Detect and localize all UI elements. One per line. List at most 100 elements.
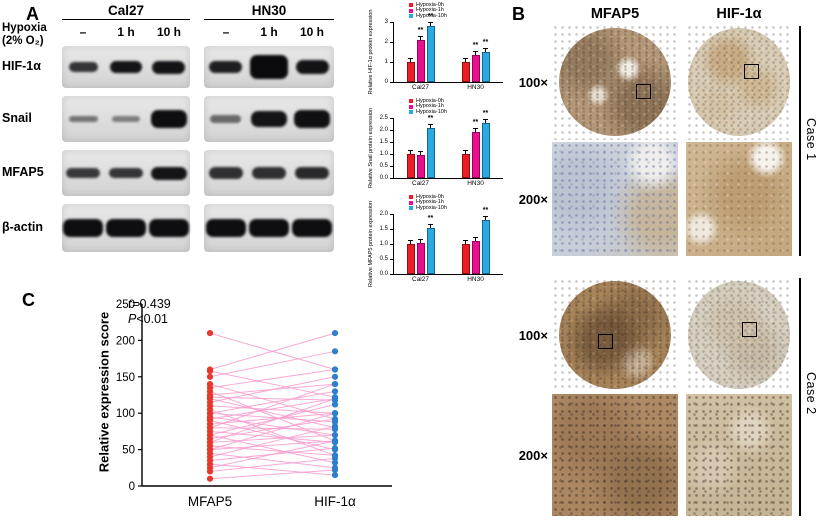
lane-label-hn30-1h: 1 h: [260, 25, 278, 39]
western-blot-mfap5-cal27: [62, 150, 190, 196]
roi-box: [636, 84, 651, 99]
y-tick-label: 1.5: [379, 138, 388, 145]
y-tick-label: 2.0: [379, 210, 388, 217]
y-tick: [390, 22, 393, 23]
y-axis: [393, 22, 394, 82]
y-axis: [393, 118, 394, 178]
category-label: Cal27: [412, 276, 429, 283]
protein-band: [205, 219, 246, 237]
p-threshold: <0.01: [136, 312, 168, 326]
protein-band: [294, 110, 331, 128]
error-bar-cap: [428, 223, 433, 225]
protein-band: [111, 116, 141, 122]
magnification-label-case2-200x: 200×: [518, 448, 548, 463]
x-axis: [393, 274, 503, 275]
legend-swatch: [409, 3, 413, 7]
category-label: HN30: [467, 84, 484, 91]
western-blot-snail-cal27: [62, 96, 190, 142]
western-blot-mfap5-hn30: [204, 150, 334, 196]
error-bar-cap: [463, 240, 468, 241]
legend-label: Hypoxia-1h: [416, 103, 444, 109]
bar: [406, 244, 415, 274]
cellline-header-hn30: HN30: [204, 3, 334, 20]
legend-swatch: [409, 206, 413, 210]
y-tick: [390, 154, 393, 155]
bar-chart-snail-expression: 0.0 0.5 1.0 1.5 2.0 2.5 ** Cal27 ** ** HN30 Hypoxia…: [366, 98, 508, 190]
error-bar: [430, 223, 431, 228]
svg-text:HIF-1α: HIF-1α: [314, 494, 356, 509]
western-blot-hif1a-hn30: [204, 46, 334, 88]
bar: [471, 55, 480, 82]
western-blot-bactin-cal27: [62, 204, 190, 252]
legend-label: Hypoxia-10h: [416, 12, 447, 19]
error-bar-cap: [483, 48, 488, 49]
roi-box: [744, 64, 759, 79]
bar: [416, 155, 425, 178]
protein-band: [296, 59, 329, 75]
error-bar-cap: [408, 240, 413, 241]
y-tick-label: 2.0: [379, 126, 388, 133]
y-tick: [390, 259, 393, 260]
category-label: Cal27: [412, 180, 429, 187]
p-symbol: P: [128, 312, 137, 326]
error-bar: [485, 48, 486, 52]
significance-marker: **: [482, 109, 489, 117]
scatter-canvas: 0 50 100 150 200 250 MFAP5 HIF-1α: [116, 299, 392, 509]
protein-band: [208, 167, 243, 179]
error-bar-cap: [473, 51, 478, 52]
y-tick: [390, 82, 393, 83]
tissue-core: [688, 28, 790, 136]
error-bar: [465, 240, 466, 244]
legend-label: Hypoxia-10h: [416, 108, 447, 115]
error-bar-cap: [473, 237, 478, 238]
protein-band: [248, 219, 290, 237]
western-blot-bactin-hn30: [204, 204, 334, 252]
error-bar: [485, 216, 486, 220]
legend-label: Hypoxia-10h: [416, 204, 447, 211]
y-axis-label: Relative MFAP5 protein expression: [368, 201, 374, 287]
y-tick-label: 2: [384, 38, 388, 45]
legend-label: Hypoxia-0h: [416, 1, 444, 8]
correlation-p-value: P<0.01: [128, 312, 171, 327]
error-bar: [465, 150, 466, 154]
protein-band: [292, 219, 333, 237]
ihc-column-header-hif1a: HIF-1α: [716, 6, 762, 22]
error-bar-cap: [463, 150, 468, 151]
case2-label: Case 2: [804, 372, 818, 415]
magnification-label-case2-100x: 100×: [518, 328, 548, 343]
bar: [481, 122, 490, 178]
bar: [471, 132, 480, 178]
lane-label-cal27-1h: 1 h: [117, 25, 135, 39]
significance-marker: **: [472, 42, 479, 49]
case1-bracket: [799, 26, 801, 256]
ihc-image-hif1a-case2-200x: [686, 394, 792, 516]
ihc-column-header-mfap5: MFAP5: [590, 6, 640, 22]
protein-band: [109, 60, 143, 74]
tissue-core: [559, 281, 671, 389]
error-bar: [430, 123, 431, 128]
svg-text:0: 0: [129, 481, 135, 493]
protein-band: [251, 110, 287, 128]
x-axis: [393, 82, 503, 83]
case1-label: Case 1: [804, 118, 818, 161]
roi-box: [742, 322, 757, 337]
category-label: HN30: [467, 180, 484, 187]
y-tick-label: 1.0: [379, 150, 388, 157]
ihc-image-hif1a-case2-100x: [686, 278, 792, 392]
bar: [406, 154, 415, 178]
bar: [461, 154, 470, 178]
blot-row-label-mfap5: MFAP5: [2, 165, 44, 179]
protein-band: [250, 55, 288, 79]
protein-band: [148, 219, 189, 237]
scatter-plot: 0 50 100 150 200 250 MFAP5 HIF-1α: [92, 294, 402, 518]
ihc-image-mfap5-case2-100x: [552, 278, 678, 392]
legend-swatch: [409, 110, 413, 114]
y-tick-label: 0: [384, 78, 388, 85]
bar: [416, 242, 425, 274]
y-tick: [390, 118, 393, 119]
error-bar: [410, 150, 411, 154]
bar: [416, 40, 425, 82]
panel-c-label: C: [22, 290, 35, 310]
ihc-image-hif1a-case1-200x: [686, 142, 792, 256]
